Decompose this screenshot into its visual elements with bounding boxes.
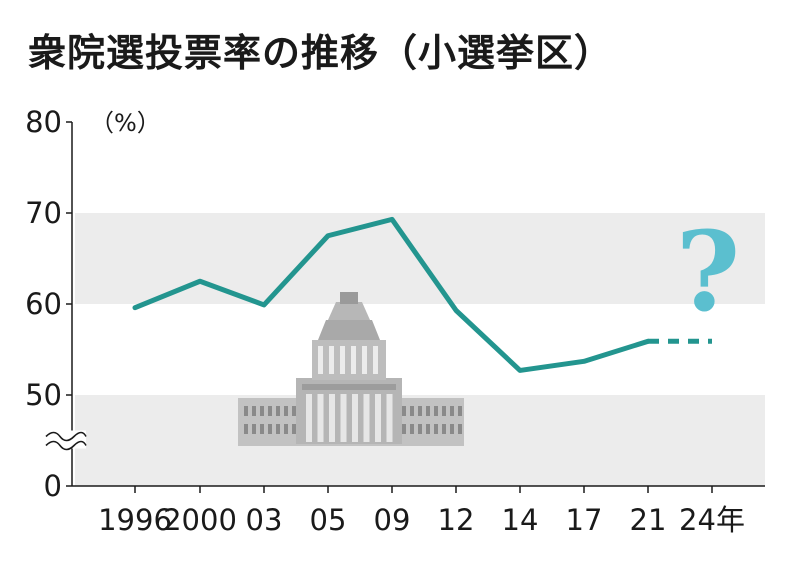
- axis-break-wave: [45, 431, 87, 442]
- building-window: [292, 424, 296, 434]
- building-column: [363, 394, 370, 442]
- building-window: [434, 424, 438, 434]
- y-tick-label: 50: [25, 378, 62, 412]
- building-window: [244, 424, 248, 434]
- building-column: [375, 394, 381, 442]
- building-column: [329, 394, 335, 442]
- building-window: [268, 424, 272, 434]
- building-tower-top: [340, 292, 358, 304]
- building-column: [340, 394, 347, 442]
- x-tick-label: 05: [310, 503, 347, 537]
- axis-break-wave: [45, 440, 87, 451]
- building-window: [268, 406, 272, 416]
- y-tick-label: 80: [25, 105, 62, 139]
- x-tick-label: 17: [566, 503, 603, 537]
- building-tower-column: [318, 346, 323, 374]
- x-tick-label: 2000: [163, 503, 237, 537]
- building-tower-column: [373, 346, 378, 374]
- x-tick-label: 1996: [98, 503, 172, 537]
- building-tower-step: [318, 320, 380, 340]
- building-tower-step: [328, 302, 370, 320]
- building-window: [458, 424, 462, 434]
- building-window: [260, 424, 264, 434]
- building-window: [252, 406, 256, 416]
- building-window: [442, 424, 446, 434]
- building-window: [426, 406, 430, 416]
- building-window: [276, 406, 280, 416]
- axis-break-mark: [45, 430, 87, 451]
- x-tick-label: 12: [438, 503, 475, 537]
- building-window: [410, 406, 414, 416]
- building-column: [386, 394, 393, 442]
- building-window: [410, 424, 414, 434]
- building-window: [426, 424, 430, 434]
- building-column: [352, 394, 358, 442]
- building-column: [306, 394, 312, 442]
- building-window: [292, 406, 296, 416]
- building-window: [402, 424, 406, 434]
- building-window: [276, 424, 280, 434]
- building-window: [450, 406, 454, 416]
- building-window: [458, 406, 462, 416]
- y-tick-label: 60: [25, 287, 62, 321]
- x-tick-label: 09: [374, 503, 411, 537]
- x-tick-label: 03: [246, 503, 283, 537]
- chart-axes: [45, 121, 765, 493]
- building-window: [418, 406, 422, 416]
- building-tower-column: [340, 346, 345, 374]
- building-window: [450, 424, 454, 434]
- building-window: [284, 406, 288, 416]
- building-tower-column: [329, 346, 334, 374]
- y-unit-label: （%）: [90, 109, 161, 137]
- building-window: [260, 406, 264, 416]
- building-window: [252, 424, 256, 434]
- building-tower-column: [362, 346, 367, 374]
- x-tick-label: 24年: [679, 503, 745, 537]
- x-tick-label: 14: [502, 503, 539, 537]
- building-window: [284, 424, 288, 434]
- building-column: [317, 394, 324, 442]
- building-window: [442, 406, 446, 416]
- question-mark-annotation: ?: [676, 207, 740, 336]
- y-tick-label: 70: [25, 196, 62, 230]
- diet-building-illustration: [238, 292, 464, 446]
- chart-title: 衆院選投票率の推移（小選挙区）: [28, 31, 614, 75]
- y-tick-label: 0: [44, 469, 62, 503]
- building-tower-column: [351, 346, 356, 374]
- building-window: [244, 406, 248, 416]
- building-window: [434, 406, 438, 416]
- building-window: [418, 424, 422, 434]
- building-window: [402, 406, 406, 416]
- chart-series: [132, 216, 712, 373]
- building-cornice: [302, 384, 396, 390]
- x-tick-label: 21: [630, 503, 667, 537]
